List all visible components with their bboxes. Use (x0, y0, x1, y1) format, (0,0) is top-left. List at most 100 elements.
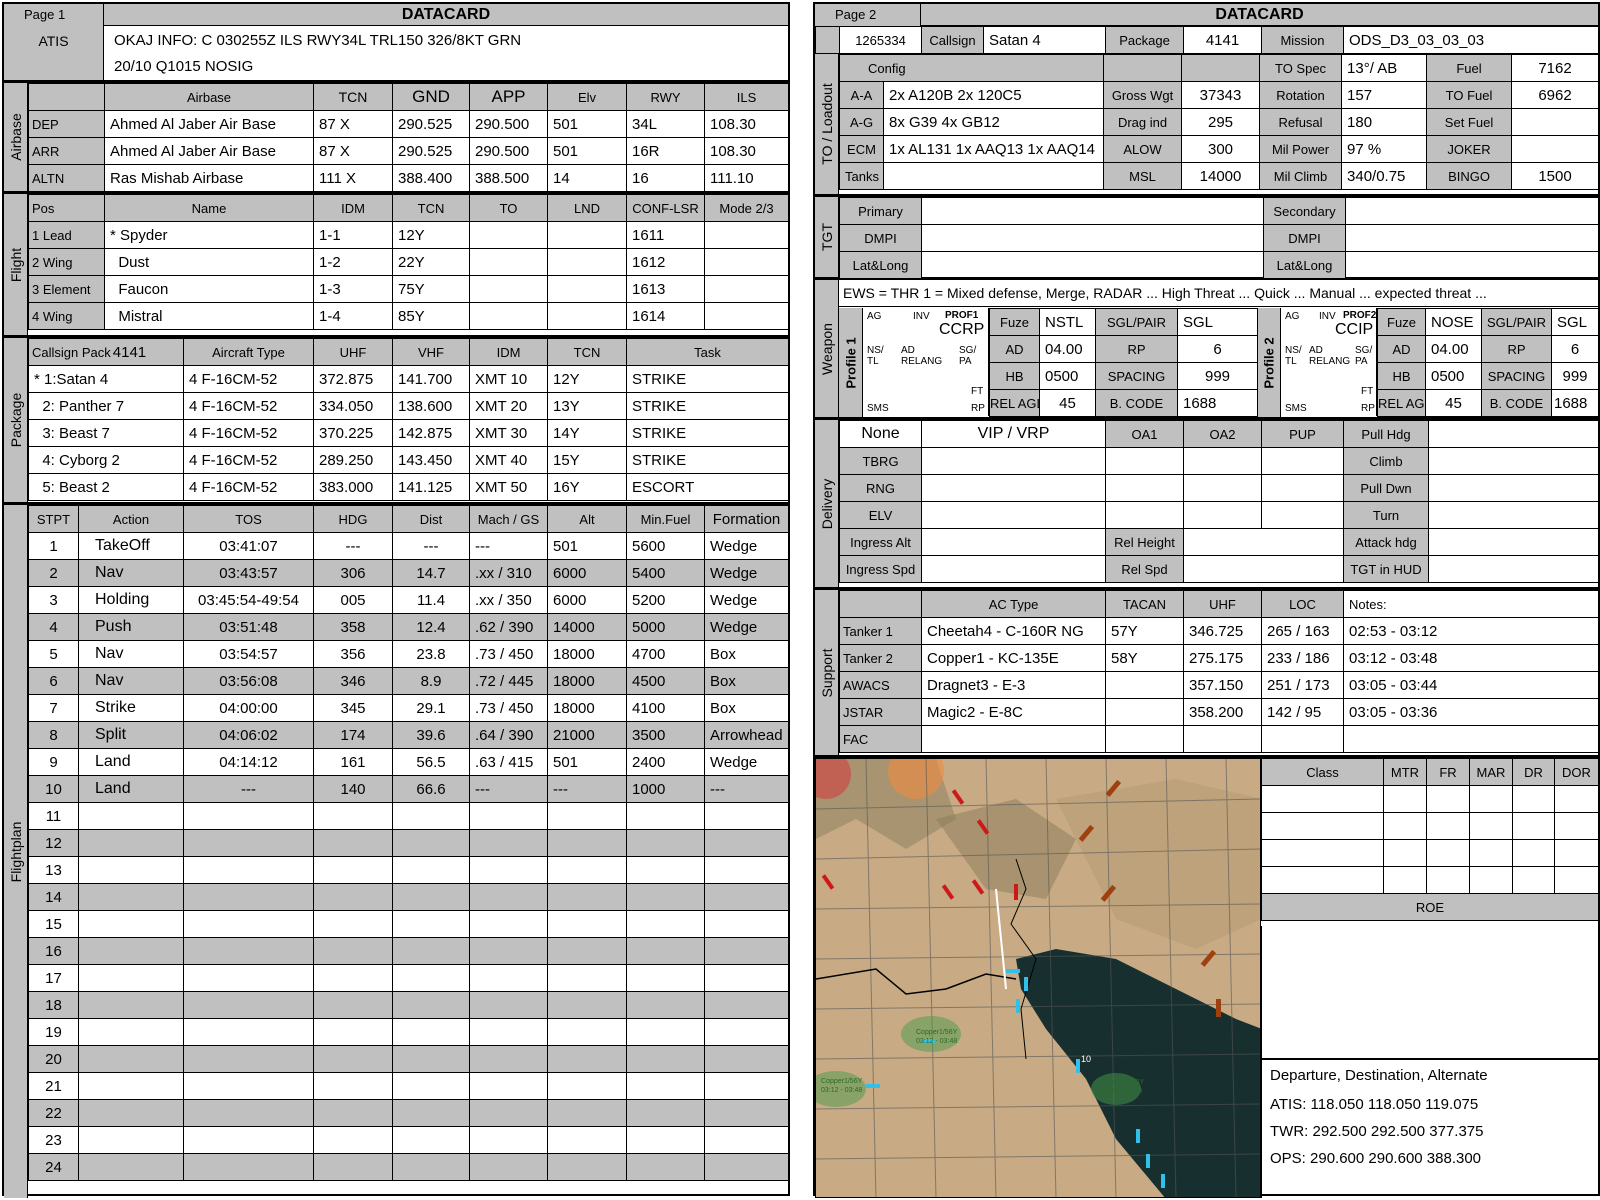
callsign-label: Callsign (921, 26, 984, 54)
table-cell: 15 (28, 910, 79, 938)
table-cell (392, 1126, 470, 1154)
gulf-water (1016, 949, 1260, 1197)
support-side-label: Support (815, 590, 839, 755)
tgt-cell (1345, 197, 1599, 225)
table-cell: 2: Panther 7 (28, 392, 184, 420)
svg-text:03:05 - 03:44: 03:05 - 03:44 (1101, 1088, 1142, 1095)
table-cell: 108.30 (704, 110, 789, 138)
table-cell: Box (704, 640, 789, 668)
table-cell (469, 1018, 548, 1046)
flightplan-row: 8 Split 04:06:02 174 39.6.64 / 390 21000 3500 A… (28, 721, 789, 749)
profile-1-settings: Fuze NSTL SGL/PAIR SGL AD 04.00 RP 6 HB 0500 SPA… (989, 308, 1258, 417)
tgt-side-label: TGT (815, 197, 839, 277)
table-cell (183, 1072, 314, 1100)
table-cell: 12 (28, 829, 79, 857)
flightplan-row: 3 Holding 03:45:54-49:54 005 11.4 .xx / 350 60… (28, 586, 789, 614)
table-cell: 56.5 (392, 748, 470, 776)
table-cell (704, 248, 789, 276)
flight-row: 1 Lead * Spyder 1-1 12Y 1611 (28, 221, 789, 249)
table-cell (469, 302, 548, 330)
table-cell: 23.8 (392, 640, 470, 668)
table-cell (392, 829, 470, 857)
table-cell: 5200 (626, 586, 705, 614)
table-cell (183, 991, 314, 1019)
header-cell: STPT (28, 505, 79, 533)
flight-row: 3 Element Faucon 1-3 75Y 1613 (28, 275, 789, 303)
table-cell (392, 802, 470, 830)
page-title: DATACARD (104, 4, 788, 26)
border-line (816, 968, 1017, 995)
table-cell: 85Y (392, 302, 470, 330)
header-cell: Mach / GS (469, 505, 548, 533)
fuel-value: 7162 (1511, 54, 1600, 82)
route-line (995, 888, 1007, 990)
mission-header: 1265334 Callsign Satan 4 Package 4141 Mi… (815, 26, 1599, 54)
table-cell: 3 Element (28, 275, 105, 303)
table-cell: 18000 (547, 694, 627, 722)
table-cell: 289.250 (313, 446, 393, 474)
table-cell (704, 856, 789, 884)
table-cell: 2 Wing (28, 248, 105, 276)
loadout-cell: Tanks (839, 162, 884, 190)
atis-section: ATIS OKAJ INFO: C 030255Z ILS RWY34L TRL… (4, 26, 788, 83)
table-cell (704, 910, 789, 938)
table-cell: 4 F-16CM-52 (183, 392, 314, 420)
table-cell: STRIKE (626, 392, 789, 420)
header-cell: TOS (183, 505, 314, 533)
header-cell: AC Type (921, 590, 1106, 618)
header-cell: GND (392, 83, 470, 111)
table-cell: .xx / 310 (469, 559, 548, 587)
table-cell: 03:12 - 03:48 (1343, 644, 1599, 672)
tgt-row: Primary Secondary (839, 197, 1599, 225)
table-cell (183, 802, 314, 830)
table-cell (78, 829, 184, 857)
page-title: DATACARD (921, 4, 1598, 26)
table-cell: 03:05 - 03:36 (1343, 698, 1599, 726)
table-cell: Wedge (704, 586, 789, 614)
table-cell (547, 1018, 627, 1046)
table-cell: 16Y (547, 473, 627, 501)
table-cell: 14 (547, 164, 627, 192)
flight-row: 2 Wing Dust 1-2 22Y 1612 (28, 248, 789, 276)
table-cell: .72 / 445 (469, 667, 548, 695)
table-cell: .64 / 390 (469, 721, 548, 749)
tgt-section: TGT Primary Secondary DMPI DMPI Lat&Long Lat&… (815, 197, 1599, 280)
table-cell (469, 964, 548, 992)
table-cell (78, 910, 184, 938)
loadout-cell: ECM (839, 135, 884, 163)
table-cell (704, 1153, 789, 1181)
airbase-row: ARR Ahmed Al Jaber Air Base 87 X 290.525 290… (28, 137, 789, 165)
table-cell: 346.725 (1183, 617, 1262, 645)
table-cell (392, 937, 470, 965)
table-cell: 108.30 (704, 137, 789, 165)
airbase-side-label: Airbase (4, 83, 28, 191)
header-cell: UHF (1183, 590, 1262, 618)
table-cell: --- (313, 532, 393, 560)
header-cell: Min.Fuel (626, 505, 705, 533)
table-cell: 6000 (547, 586, 627, 614)
table-cell: 22Y (392, 248, 470, 276)
table-cell (704, 829, 789, 857)
table-cell: Strike (78, 694, 184, 722)
table-cell: STRIKE (626, 446, 789, 474)
table-cell: 21000 (547, 721, 627, 749)
table-cell (313, 1018, 393, 1046)
table-cell: 87 X (313, 137, 393, 165)
table-cell: 6000 (547, 559, 627, 587)
map-graphic: Copper1/56Y 03:12 - 03:48 Copper1/56Y 03… (816, 759, 1260, 1197)
tgt-cell: DMPI (1263, 224, 1346, 252)
table-cell (313, 910, 393, 938)
table-cell: 03:54:57 (183, 640, 314, 668)
header-cell: TCN (392, 194, 470, 222)
table-cell (547, 883, 627, 911)
table-cell: 265 / 163 (1261, 617, 1344, 645)
support-row: AWACS Dragnet3 - E-3 357.150 251 / 173 03:05… (839, 671, 1599, 699)
table-cell: Mistral (104, 302, 314, 330)
header-cell: Elv (547, 83, 627, 111)
table-cell: 1613 (626, 275, 705, 303)
table-cell: 03:45:54-49:54 (183, 586, 314, 614)
table-cell: XMT 50 (469, 473, 548, 501)
flightplan-row: 10 Land --- 140 66.6 --- --- 1000 --- (28, 775, 789, 803)
table-cell: ALTN (28, 164, 105, 192)
table-cell (1261, 725, 1344, 753)
